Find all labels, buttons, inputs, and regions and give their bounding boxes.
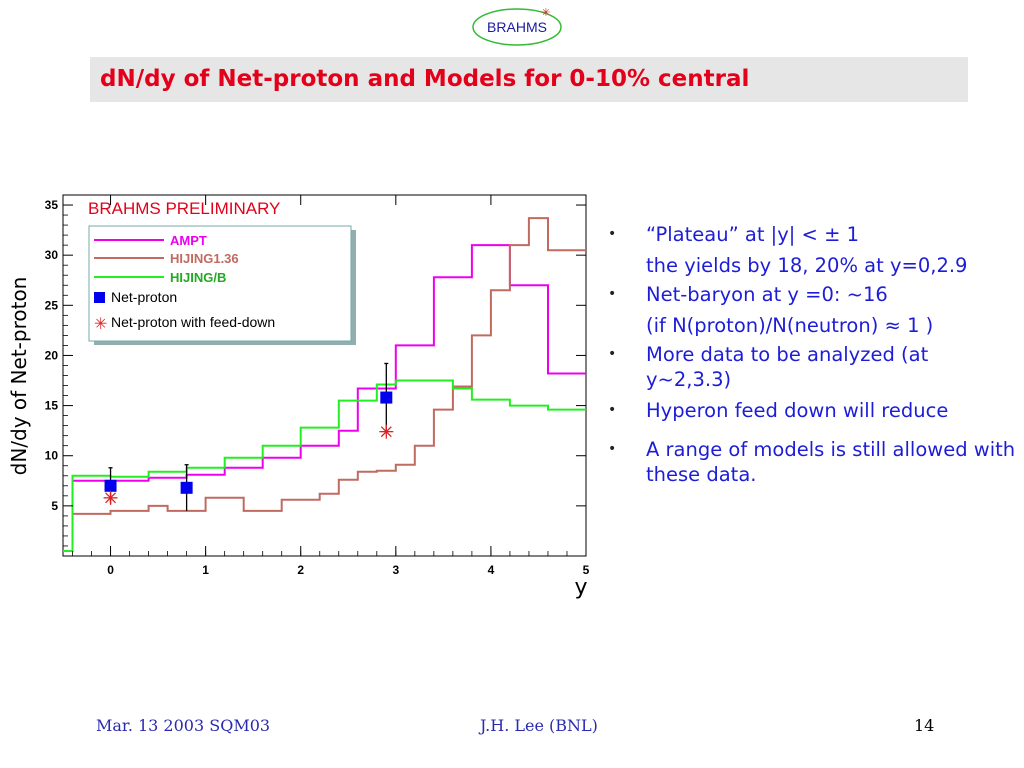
points-layer <box>103 362 394 511</box>
footer-date: Mar. 13 2003 SQM03 <box>96 716 271 735</box>
series-layer <box>63 217 586 552</box>
bullet-text: Hyperon feed down will reduce <box>646 399 949 422</box>
bullet-item: • Hyperon feed down will reduce <box>608 398 1018 423</box>
series-ampt <box>63 244 586 552</box>
bullet-item: • “Plateau” at |y| < ± 1 <box>608 222 1018 247</box>
x-tick-label: 4 <box>488 563 495 577</box>
bullet-marker: • <box>608 226 617 242</box>
y-tick-label: 30 <box>45 248 59 262</box>
data-point-net-proton <box>104 479 117 492</box>
chart: BRAHMS PRELIMINARY 0 1 2 3 4 5 5 10 15 20 25 30 35 d… <box>7 194 590 600</box>
bullet-item: • More data to be analyzed (at y~2,3.3) <box>608 342 1018 392</box>
legend-label-feeddown: Net-proton with feed-down <box>111 314 275 330</box>
x-tick-label: 1 <box>202 563 209 577</box>
y-axis-label: dN/dy of Net-proton <box>7 277 31 476</box>
bullet-list: • “Plateau” at |y| < ± 1 the yields by 18,… <box>608 222 1018 493</box>
x-tick-label: 0 <box>107 563 114 577</box>
y-tick-label: 20 <box>45 348 59 362</box>
x-tick-label: 5 <box>583 563 590 577</box>
data-point-net-proton <box>180 481 193 494</box>
series-hijingb <box>63 379 586 552</box>
y-tick-label: 10 <box>45 449 59 463</box>
legend-marker-net-proton <box>94 292 105 303</box>
footer-author: J.H. Lee (BNL) <box>480 716 598 735</box>
bullet-item: • A range of models is still allowed with… <box>608 437 1018 487</box>
bullet-text: “Plateau” at |y| < ± 1 <box>646 223 860 246</box>
y-tick-label: 25 <box>45 298 59 312</box>
y-tick-label: 5 <box>51 499 58 513</box>
y-tick-label: 35 <box>45 198 59 212</box>
legend-label-ampt: AMPT <box>170 233 207 248</box>
legend-label-net-proton: Net-proton <box>111 289 177 305</box>
legend-box <box>88 225 352 342</box>
bullet-marker: • <box>608 286 617 302</box>
legend-label-hijingb: HIJING/B <box>170 270 226 285</box>
logo-text: BRAHMS <box>487 19 547 35</box>
bullet-subtext: (if N(proton)/N(neutron) ≈ 1 ) <box>646 314 934 337</box>
bullet-subtext: the yields by 18, 20% at y=0,2.9 <box>646 254 968 277</box>
slide-title: dN/dy of Net-proton and Models for 0-10%… <box>100 66 750 92</box>
bullet-item: • Net-baryon at y =0: ~16 <box>608 282 1018 307</box>
series-hijing136 <box>63 217 586 552</box>
bullet-text: Net-baryon at y =0: ~16 <box>646 283 888 306</box>
ticks-layer: 0 1 2 3 4 5 5 10 15 20 25 30 35 <box>45 195 590 577</box>
page-number: 14 <box>914 716 935 735</box>
brahms-logo: BRAHMS ✳ <box>472 6 562 46</box>
bullet-text: More data to be analyzed (at y~2,3.3) <box>646 343 929 391</box>
x-tick-label: 3 <box>392 563 399 577</box>
data-point-net-proton <box>380 391 393 404</box>
data-point-feeddown <box>105 492 117 504</box>
bullet-text: A range of models is still allowed with … <box>646 438 1016 486</box>
legend: AMPT HIJING1.36 HIJING/B Net-proton ✳ Ne… <box>88 225 356 345</box>
y-tick-label: 15 <box>45 399 59 413</box>
legend-label-hijing136: HIJING1.36 <box>170 251 239 266</box>
x-tick-label: 2 <box>297 563 304 577</box>
bullet-marker: • <box>608 402 617 418</box>
chart-watermark: BRAHMS PRELIMINARY <box>88 199 280 218</box>
bullet-marker: • <box>608 346 617 362</box>
data-point-feeddown <box>380 426 392 438</box>
bullet-marker: • <box>608 441 617 457</box>
logo-star-icon: ✳ <box>541 6 550 19</box>
title-bar: dN/dy of Net-proton and Models for 0-10%… <box>90 57 968 102</box>
x-axis-label: y <box>574 575 587 600</box>
legend-marker-feeddown: ✳ <box>94 314 107 333</box>
